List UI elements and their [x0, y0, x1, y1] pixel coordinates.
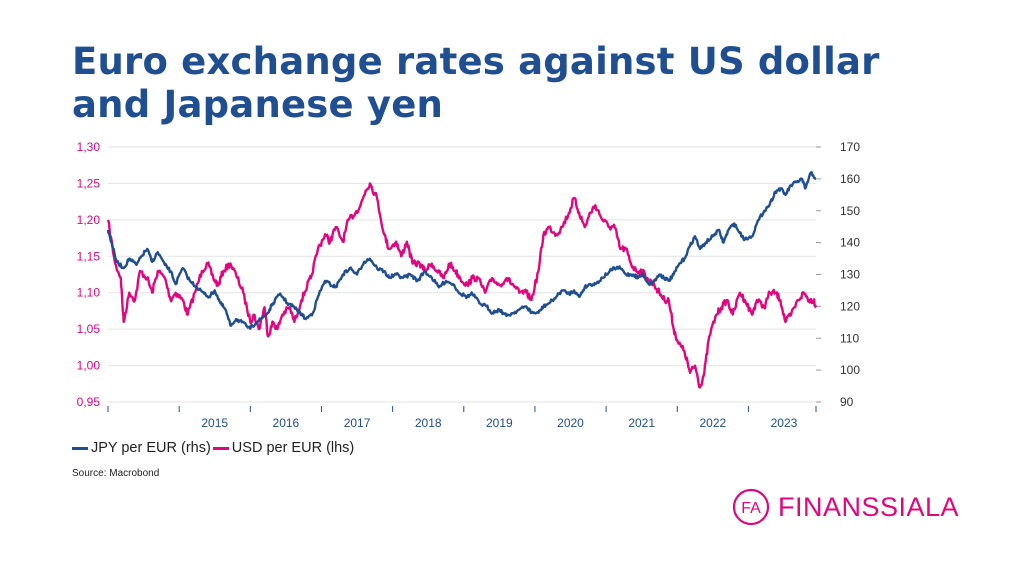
- right-tick-label: 170: [840, 140, 860, 154]
- x-tick-label: 2016: [273, 416, 300, 430]
- x-tick-label: 2018: [415, 416, 442, 430]
- right-tick-label: 150: [840, 204, 860, 218]
- right-tick-label: 160: [840, 172, 860, 186]
- finanssiala-logo: FA FINANSSIALA: [732, 488, 959, 526]
- left-tick-label: 1,05: [77, 322, 101, 336]
- source-note: Source: Macrobond: [72, 468, 160, 479]
- x-tick-label: 2020: [557, 416, 584, 430]
- left-axis: 0,95 1,00 1,05 1,10 1,15 1,20 1,25 1,30: [77, 140, 101, 409]
- left-tick-label: 1,10: [77, 286, 101, 300]
- x-tick-label: 2019: [486, 416, 513, 430]
- usd-per-eur-line: [106, 182, 817, 389]
- x-tick-label: 2015: [201, 416, 228, 430]
- legend-swatch-usd: [212, 446, 229, 450]
- series-lines: [106, 171, 817, 389]
- chart-legend: JPY per EUR (rhs) USD per EUR (lhs): [72, 440, 356, 456]
- right-tick-label: 90: [840, 395, 854, 409]
- left-tick-label: 1,20: [77, 213, 101, 227]
- left-tick-label: 1,15: [77, 249, 101, 263]
- right-tick-label: 100: [840, 363, 860, 377]
- right-tick-label: 140: [840, 236, 860, 250]
- right-tick-label: 120: [840, 299, 860, 313]
- right-axis: 90 100 110 120 130 140 150 160 170: [816, 140, 860, 409]
- left-tick-label: 1,30: [77, 140, 101, 154]
- x-tick-label: 2023: [771, 416, 798, 430]
- svg-text:FA: FA: [741, 500, 761, 517]
- legend-item-usd: USD per EUR (lhs): [212, 440, 355, 456]
- x-tick-label: 2017: [344, 416, 371, 430]
- legend-label-jpy: JPY per EUR (rhs): [91, 440, 211, 456]
- legend-item-jpy: JPY per EUR (rhs): [72, 440, 211, 456]
- x-tick-label: 2022: [699, 416, 726, 430]
- x-tick-label: 2021: [628, 416, 655, 430]
- page-title: Euro exchange rates against US dollar an…: [72, 40, 880, 126]
- legend-swatch-jpy: [72, 446, 88, 450]
- x-axis: 2015 2016 2017 2018 2019 2020 2021 2022 2023: [107, 406, 817, 430]
- right-tick-label: 130: [840, 268, 860, 282]
- chart-grid: [108, 146, 816, 403]
- right-tick-label: 110: [840, 331, 859, 345]
- logo-wordmark: FINANSSIALA: [778, 491, 960, 522]
- left-tick-label: 1,25: [77, 176, 101, 190]
- left-tick-label: 0,95: [77, 395, 101, 409]
- logo-monogram-icon: FA: [732, 488, 770, 526]
- left-tick-label: 1,00: [77, 359, 101, 373]
- legend-label-usd: USD per EUR (lhs): [231, 440, 355, 456]
- jpy-per-eur-line: [106, 171, 817, 330]
